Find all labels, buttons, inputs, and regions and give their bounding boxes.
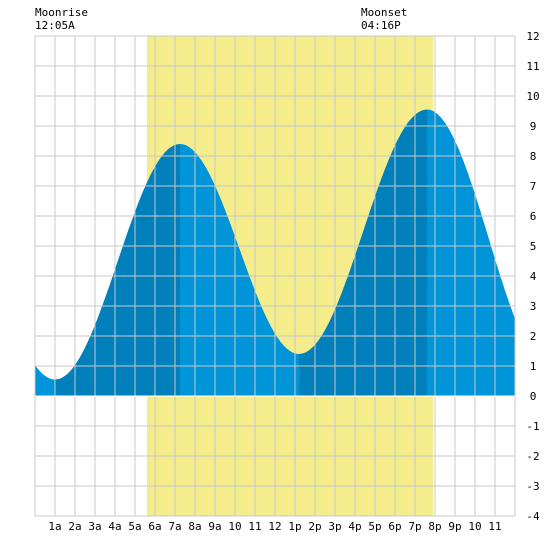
- x-tick-label: 5a: [128, 520, 141, 533]
- y-tick-label: 5: [530, 240, 537, 253]
- y-tick-label: 6: [530, 210, 537, 223]
- tide-rising-area: [55, 144, 180, 396]
- y-tick-label: -4: [526, 510, 540, 523]
- x-tick-label: 6a: [148, 520, 161, 533]
- y-tick-label: -3: [526, 480, 539, 493]
- y-tick-label: 10: [526, 90, 539, 103]
- x-tick-label: 2p: [308, 520, 321, 533]
- x-tick-label: 4p: [348, 520, 361, 533]
- x-tick-label: 3a: [88, 520, 101, 533]
- x-tick-label: 1a: [48, 520, 61, 533]
- y-tick-label: 8: [530, 150, 537, 163]
- moonrise-annotation: Moonrise 12:05A: [35, 6, 88, 32]
- moonset-time: 04:16P: [361, 19, 401, 32]
- moonset-annotation: Moonset 04:16P: [361, 6, 407, 32]
- moonrise-time: 12:05A: [35, 19, 75, 32]
- x-tick-label: 10: [468, 520, 481, 533]
- y-tick-label: 3: [530, 300, 537, 313]
- moonset-label: Moonset: [361, 6, 407, 19]
- x-tick-label: 12: [268, 520, 281, 533]
- x-tick-label: 9a: [208, 520, 221, 533]
- tide-falling-area: [35, 364, 55, 396]
- tide-falling-area: [427, 109, 515, 396]
- y-tick-label: -1: [526, 420, 539, 433]
- x-tick-labels: 1a 2a 3a 4a 5a 6a 7a 8a 9a 10 11 12 1p 2p 3p 4p 5p 6p 7p 8p…: [48, 520, 501, 533]
- x-tick-label: 7a: [168, 520, 181, 533]
- y-tick-label: 12: [526, 30, 539, 43]
- x-tick-label: 11: [488, 520, 501, 533]
- x-tick-label: 3p: [328, 520, 341, 533]
- y-tick-label: 4: [530, 270, 537, 283]
- y-tick-label: 2: [530, 330, 537, 343]
- moonrise-label: Moonrise: [35, 6, 88, 19]
- x-tick-label: 9p: [448, 520, 461, 533]
- y-tick-label: 7: [530, 180, 537, 193]
- x-tick-label: 8p: [428, 520, 441, 533]
- x-tick-label: 7p: [408, 520, 421, 533]
- x-tick-label: 4a: [108, 520, 121, 533]
- grid-layer: [34, 35, 516, 517]
- y-tick-label: 1: [530, 360, 537, 373]
- x-tick-label: 1p: [288, 520, 301, 533]
- x-tick-label: 10: [228, 520, 241, 533]
- x-tick-label: 6p: [388, 520, 401, 533]
- x-tick-label: 2a: [68, 520, 81, 533]
- y-tick-label: 0: [530, 390, 537, 403]
- x-tick-label: 5p: [368, 520, 381, 533]
- tide-falling-area: [180, 144, 299, 396]
- y-tick-label: 9: [530, 120, 537, 133]
- x-tick-label: 8a: [188, 520, 201, 533]
- y-tick-label: 11: [526, 60, 539, 73]
- x-tick-label: 11: [248, 520, 261, 533]
- y-tick-label: -2: [526, 450, 539, 463]
